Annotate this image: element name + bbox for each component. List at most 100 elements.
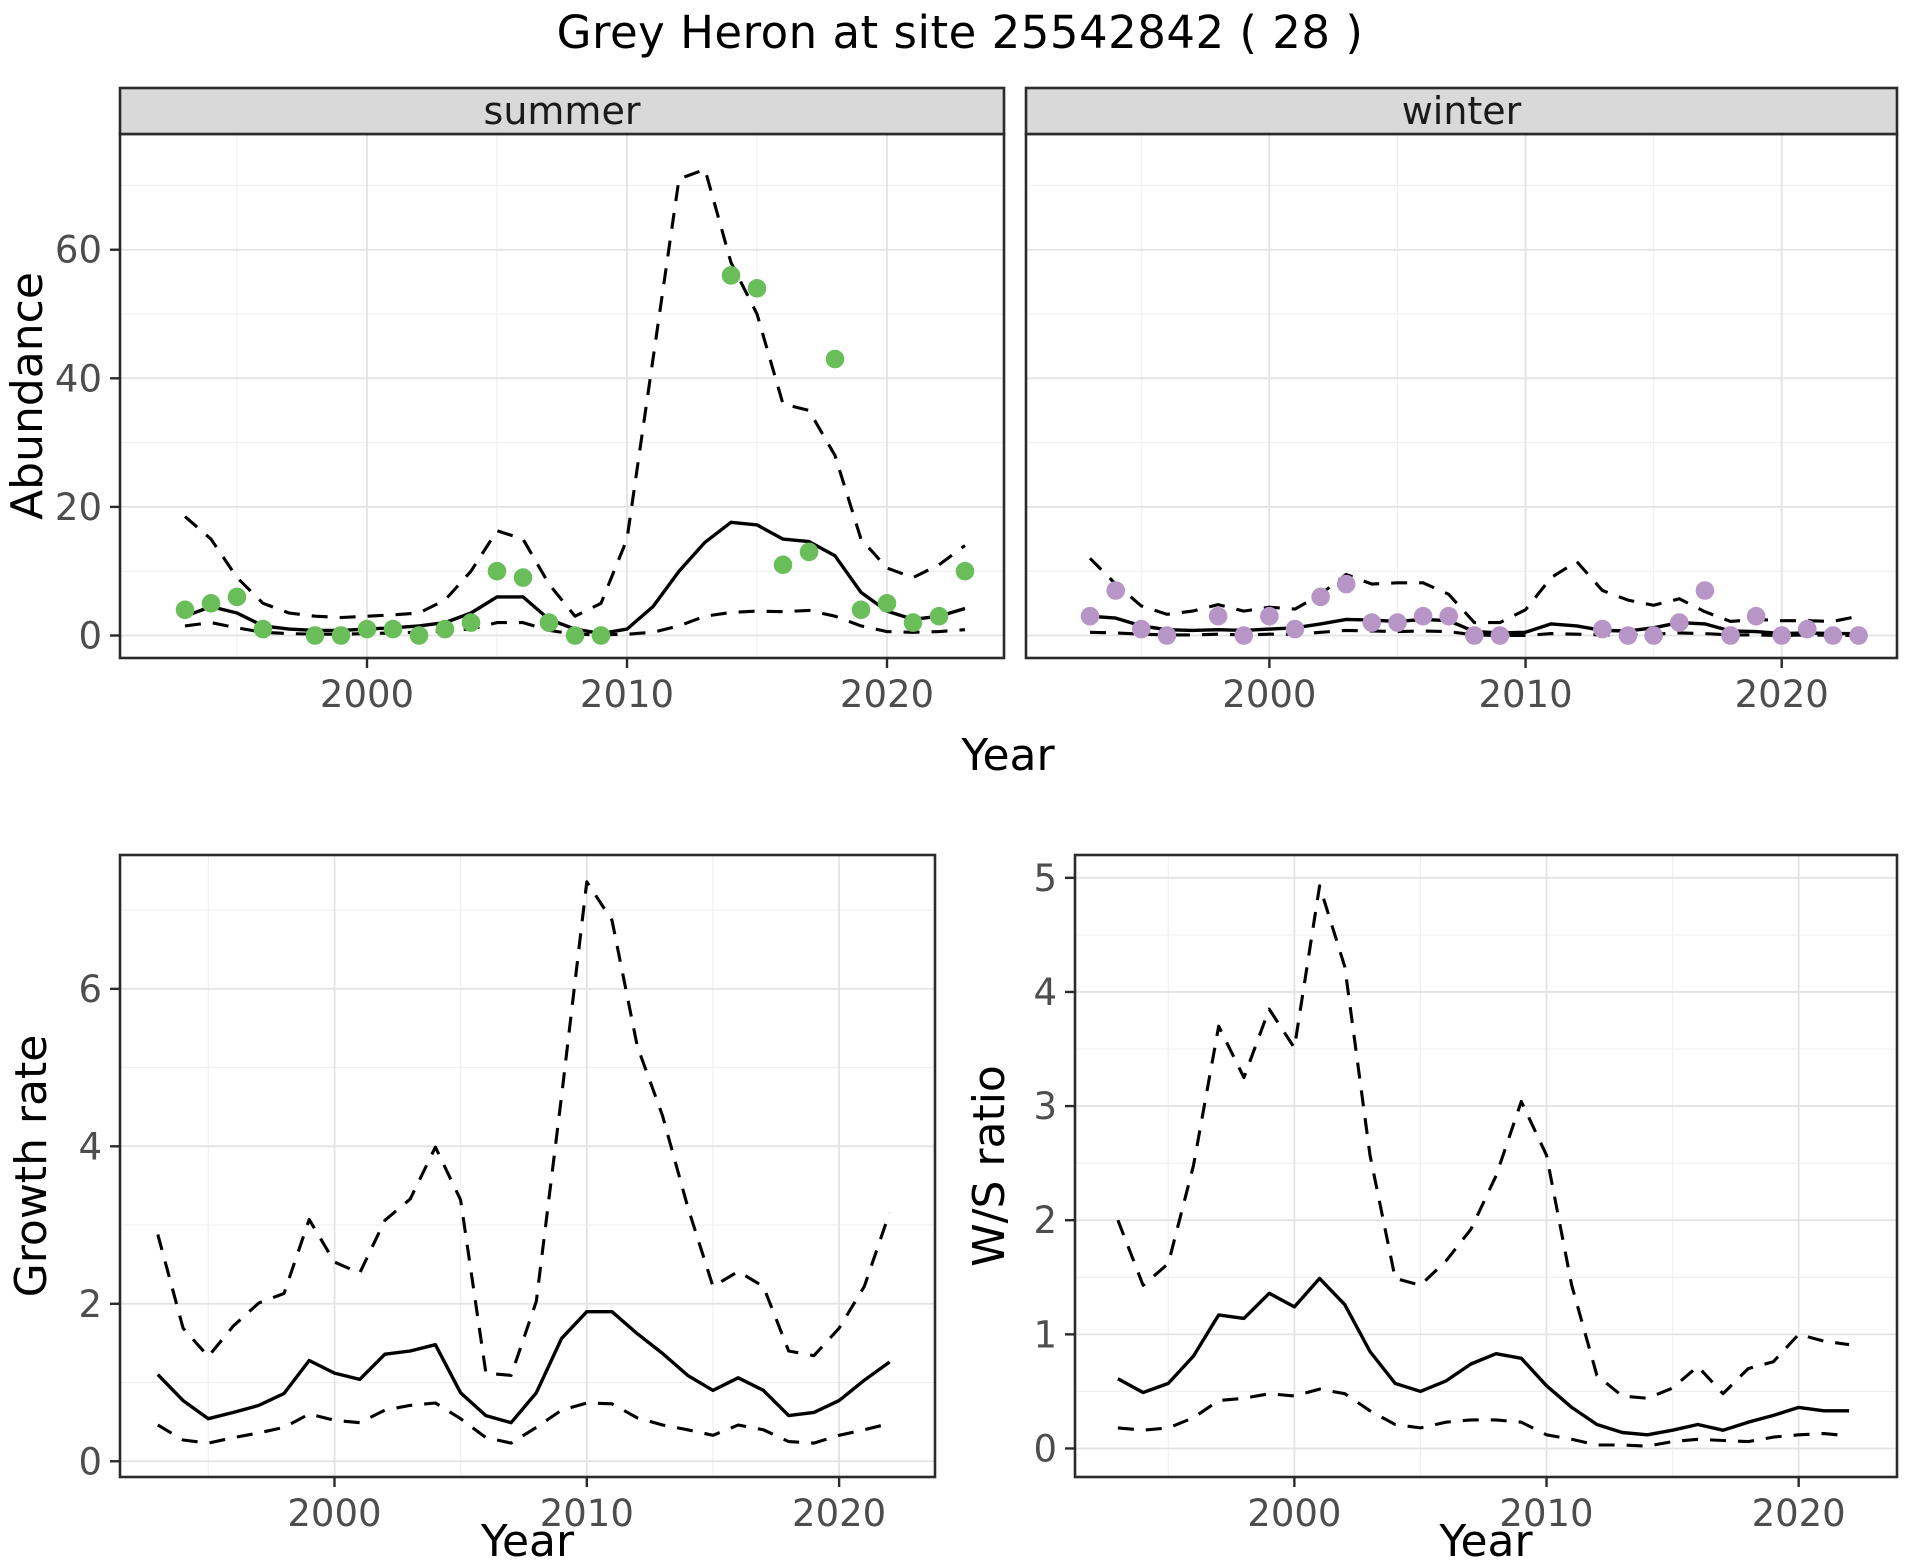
data-point [1311,587,1330,607]
data-point [1106,581,1125,600]
y-tick-label: 0 [1033,1427,1057,1470]
data-point [565,626,585,645]
data-point [357,619,377,639]
fit-line [1117,1276,1850,1437]
data-point [1080,606,1100,626]
data-point [1670,613,1689,632]
data-point [1413,606,1433,626]
x-tick-label: 2000 [1222,673,1316,716]
upper-ci-line [1088,557,1859,625]
data-point [487,561,507,581]
x-tick-label: 2020 [792,1492,886,1535]
upper-ci-line [183,167,966,620]
data-point [383,619,403,639]
data-point [799,542,819,562]
data-point [1260,606,1279,626]
data-point [1798,619,1817,639]
y-tick-label: 3 [1033,1085,1057,1128]
x-tick-label: 2010 [540,1492,634,1535]
data-point [1132,619,1151,639]
data-point [1772,626,1791,645]
plot-area-growth_rate [156,880,892,1445]
panel-abundance_summer: 2000 2010 2020 0 20 40 60 summer Abundance Year [2,86,1055,781]
x-axis-label: Year [1438,1516,1533,1560]
data-point [1336,574,1356,594]
panel-border [118,853,937,1479]
data-point [201,594,221,613]
data-point [1285,619,1305,639]
data-point [1618,626,1638,645]
x-tick-label: 2000 [287,1492,381,1535]
data-point [1593,619,1612,639]
x-tick-label: 2020 [1735,673,1829,716]
y-tick-label: 2 [1033,1199,1057,1242]
lower-ci-line [157,1401,890,1445]
y-tick-label: 20 [55,486,102,529]
facet-strip [1024,86,1899,136]
x-tick-label: 2020 [840,673,934,716]
data-point [1490,626,1510,645]
data-point [1465,626,1484,645]
y-tick-label: 0 [78,1440,102,1483]
plot-area-ws_ratio [1116,884,1850,1448]
data-point [591,626,611,645]
y-tick-label: 6 [78,968,102,1011]
x-axis-label: Year [480,1516,575,1560]
data-point [305,626,325,645]
data-point [929,606,949,626]
y-axis-label: W/S ratio [964,1065,1015,1267]
data-point [175,600,195,620]
x-tick-label: 2010 [1499,1492,1593,1535]
chart-title: Grey Heron at site 25542842 ( 28 ) [556,6,1364,59]
data-point [409,626,429,645]
data-point [539,613,559,632]
panel-background [120,134,1004,658]
facet-strip-label: summer [484,89,641,133]
data-point [435,619,455,639]
fit-line [156,1309,891,1425]
x-tick-label: 2010 [580,673,674,716]
data-point [1695,581,1715,600]
data-point [227,587,247,607]
data-point [851,600,871,620]
data-point [1362,613,1382,632]
data-point [1234,626,1254,645]
y-tick-label: 5 [1033,857,1057,900]
panel-abundance_winter: 2000 2010 2020 winter [1024,86,1899,716]
data-point [825,349,845,369]
data-point [1644,626,1663,645]
plot-area-abundance_summer [175,167,975,645]
data-point [513,568,533,587]
data-point [253,619,273,639]
data-point [1746,606,1766,626]
x-axis-label-shared: Year [960,730,1055,781]
y-tick-label: 4 [1033,971,1057,1014]
panel-background [120,855,935,1477]
x-tick-label: 2000 [1247,1492,1341,1535]
y-tick-label: 0 [78,614,102,657]
y-axis-label: Growth rate [6,1035,57,1298]
data-point [747,279,767,298]
y-tick-label: 60 [55,229,102,272]
data-point [877,594,897,613]
data-point [1849,626,1868,645]
y-tick-label: 2 [78,1283,102,1326]
panel-ws_ratio: 2000 2010 2020 0 1 2 3 4 5 W/S ratio Year [964,853,1899,1560]
facet-strip [118,86,1006,136]
panel-background [1075,855,1897,1477]
panel-border [1073,853,1899,1479]
panel-background [1026,134,1897,658]
data-point [903,613,923,632]
data-point [1208,606,1228,626]
y-tick-label: 40 [55,357,102,400]
x-tick-label: 2000 [320,673,414,716]
y-axis-label: Abundance [2,272,53,520]
data-point [1157,626,1177,645]
x-tick-label: 2010 [1478,673,1572,716]
upper-ci-line [1116,884,1850,1400]
data-point [1439,606,1458,626]
facet-strip-label: winter [1402,89,1522,133]
y-tick-label: 1 [1033,1313,1057,1356]
